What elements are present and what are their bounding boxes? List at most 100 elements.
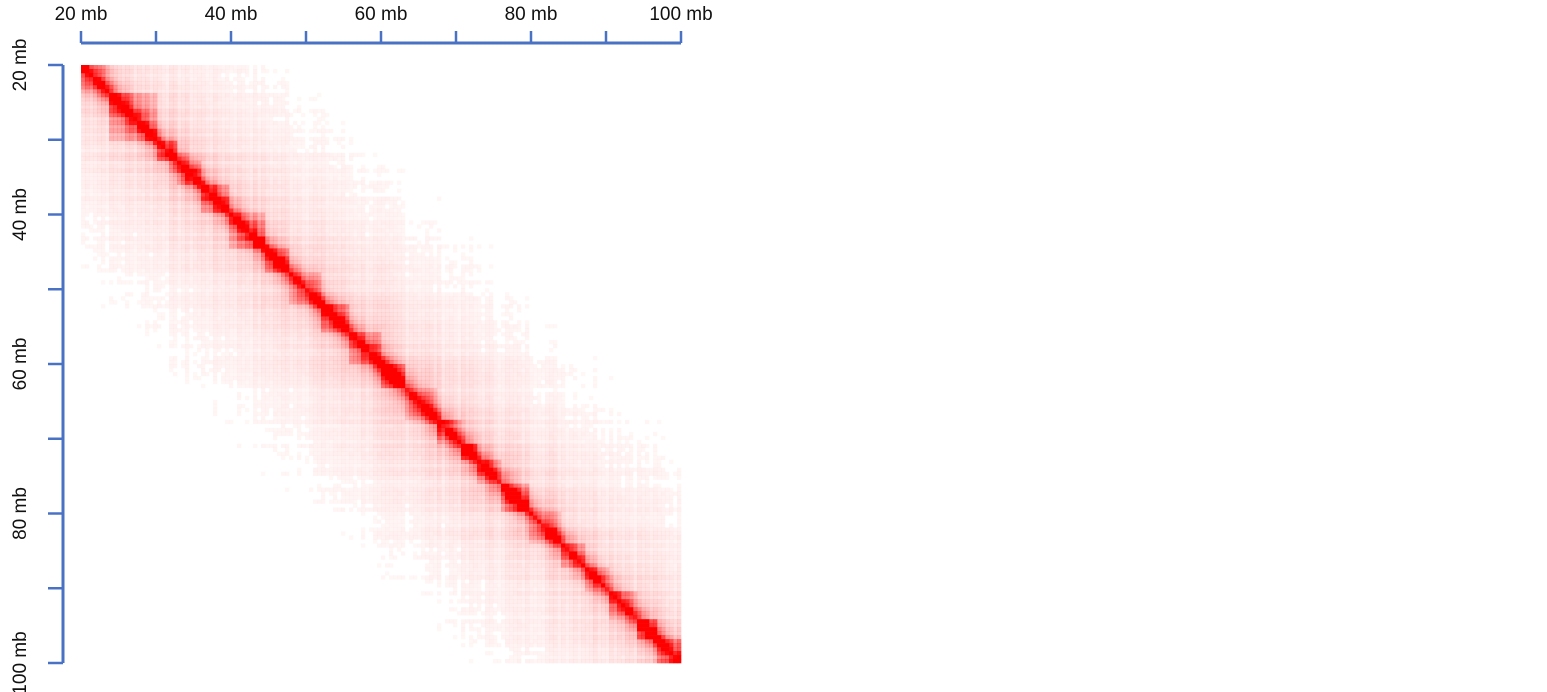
contact-cell (233, 268, 238, 273)
contact-cell (289, 136, 294, 142)
contact-cell (437, 328, 442, 333)
contact-cell (325, 228, 330, 233)
contact-cell (485, 280, 490, 285)
contact-cell (121, 168, 126, 173)
contact-cell (241, 312, 246, 317)
contact-cell (357, 288, 362, 293)
contact-cell (257, 180, 262, 185)
contact-cell (305, 156, 310, 161)
contact-cell (281, 320, 286, 325)
contact-cell (217, 276, 222, 281)
contact-cell (217, 192, 222, 197)
contact-cell (305, 308, 310, 313)
contact-cell (153, 244, 158, 249)
contact-cell (309, 208, 314, 213)
contact-cell (273, 148, 278, 154)
contact-cell (181, 236, 186, 241)
contact-cell (309, 172, 314, 177)
contact-cell (413, 256, 418, 261)
contact-cell (381, 296, 386, 301)
contact-cell (253, 332, 258, 337)
contact-cell (381, 316, 386, 321)
contact-cell (141, 104, 146, 110)
contact-cell (413, 284, 417, 288)
contact-cell (285, 248, 290, 253)
contact-cell (257, 132, 262, 138)
contact-cell (109, 156, 114, 161)
contact-cell (333, 240, 338, 245)
contact-cell (213, 324, 218, 329)
contact-cell (209, 332, 214, 337)
contact-cell (233, 212, 238, 217)
contact-cell (385, 220, 390, 225)
contact-cell (253, 196, 258, 201)
contact-cell (301, 192, 306, 197)
contact-cell (173, 148, 178, 154)
contact-cell (249, 176, 254, 181)
contact-cell (297, 180, 302, 185)
contact-cell (181, 104, 186, 110)
contact-cell (381, 288, 386, 293)
contact-cell (293, 188, 298, 193)
contact-cell (349, 200, 354, 205)
contact-cell (157, 76, 162, 82)
contact-cell (177, 228, 182, 233)
contact-cell (153, 324, 158, 329)
contact-cell (225, 212, 230, 217)
contact-cell (217, 256, 222, 261)
contact-cell (221, 280, 226, 285)
contact-cell (293, 236, 298, 241)
contact-cell (461, 328, 466, 333)
contact-cell (213, 72, 218, 78)
contact-cell (181, 65, 186, 70)
contact-cell (509, 312, 513, 316)
contact-cell (377, 200, 382, 205)
contact-cell (173, 128, 178, 134)
contact-cell (177, 76, 182, 82)
contact-cell (85, 84, 90, 90)
contact-cell (337, 312, 342, 317)
contact-cell (145, 156, 150, 161)
contact-cell (257, 136, 262, 142)
contact-cell (137, 208, 142, 213)
contact-cell (205, 280, 210, 285)
contact-cell (125, 84, 130, 90)
contact-cell (181, 124, 186, 130)
contact-cell (301, 204, 306, 209)
contact-cell (349, 173, 353, 177)
contact-cell (169, 192, 174, 197)
contact-cell (449, 292, 454, 297)
contact-cell (189, 268, 194, 273)
contact-cell (285, 69, 289, 73)
contact-cell (281, 232, 286, 237)
contact-cell (321, 152, 326, 157)
contact-cell (237, 156, 242, 161)
contact-cell (145, 176, 150, 181)
contact-cell (205, 65, 210, 70)
contact-cell (181, 80, 186, 86)
contact-cell (185, 196, 190, 201)
contact-cell (117, 112, 122, 118)
contact-cell (229, 80, 234, 86)
contact-cell (229, 140, 234, 146)
contact-cell (121, 280, 125, 284)
contact-cell (305, 236, 310, 241)
contact-cell (209, 244, 214, 249)
contact-cell (177, 88, 182, 94)
contact-cell (397, 244, 402, 249)
contact-cell (133, 268, 137, 272)
contact-cell (89, 208, 94, 213)
contact-cell (321, 288, 326, 293)
contact-cell (321, 113, 325, 117)
contact-cell (277, 172, 282, 177)
contact-cell (277, 308, 282, 313)
contact-cell (213, 292, 218, 297)
contact-cell (101, 136, 106, 142)
contact-cell (269, 332, 274, 337)
contact-cell (321, 316, 326, 321)
contact-cell (297, 188, 302, 193)
contact-cell (217, 196, 222, 201)
contact-cell (97, 228, 101, 232)
contact-cell (393, 296, 398, 301)
contact-cell (93, 164, 98, 169)
